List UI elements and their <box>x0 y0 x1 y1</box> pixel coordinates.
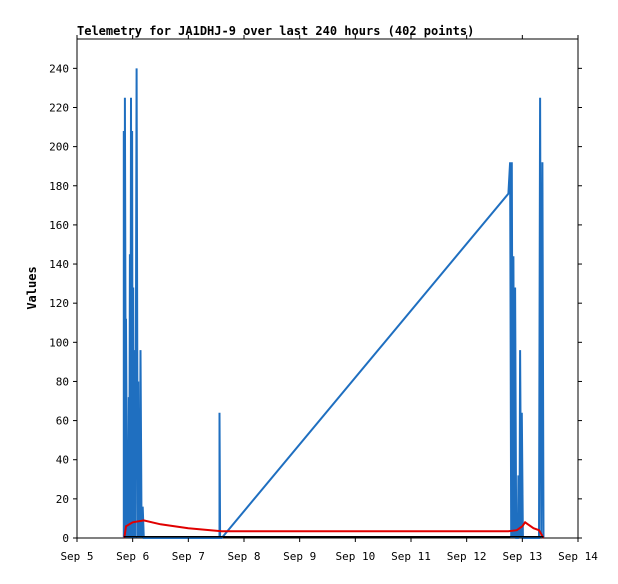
y-tick-label-5: 100 <box>49 336 69 349</box>
x-tick-label-9: Sep 14 <box>558 550 598 563</box>
y-axis: 0 20 40 60 80 100 120 140 160 180 200 220 240 <box>49 62 582 545</box>
x-axis: Sep 5 Sep 6 Sep 7 Sep 8 Sep 9 Sep 10 Sep 11 Sep… <box>60 35 598 563</box>
y-tick-label-3: 60 <box>56 415 69 428</box>
chart-title: Telemetry for JA1DHJ-9 over last 240 hou… <box>77 24 474 38</box>
x-tick-label-2: Sep 7 <box>172 550 205 563</box>
series-line-1 <box>123 519 545 539</box>
y-tick-label-6: 120 <box>49 297 69 310</box>
x-tick-label-5: Sep 10 <box>335 550 375 563</box>
y-tick-label-12: 240 <box>49 62 69 75</box>
y-tick-label-2: 40 <box>56 454 69 467</box>
y-tick-label-11: 220 <box>49 101 69 114</box>
x-tick-label-4: Sep 9 <box>283 550 316 563</box>
x-tick-label-8: Sep 13 <box>502 550 542 563</box>
y-tick-label-4: 80 <box>56 375 69 388</box>
x-tick-label-6: Sep 11 <box>391 550 431 563</box>
x-tick-label-7: Sep 12 <box>447 550 487 563</box>
plot-area <box>76 38 579 539</box>
y-tick-label-8: 160 <box>49 219 69 232</box>
y-axis-label: Values <box>25 266 39 309</box>
y-tick-label-7: 140 <box>49 258 69 271</box>
y-tick-label-10: 200 <box>49 141 69 154</box>
x-tick-label-0: Sep 5 <box>60 550 93 563</box>
x-tick-label-1: Sep 6 <box>116 550 149 563</box>
series-layer <box>122 68 545 539</box>
y-tick-label-9: 180 <box>49 180 69 193</box>
y-tick-label-0: 0 <box>62 532 69 545</box>
series-line-0 <box>122 68 545 539</box>
y-tick-label-1: 20 <box>56 493 69 506</box>
x-tick-label-3: Sep 8 <box>227 550 260 563</box>
